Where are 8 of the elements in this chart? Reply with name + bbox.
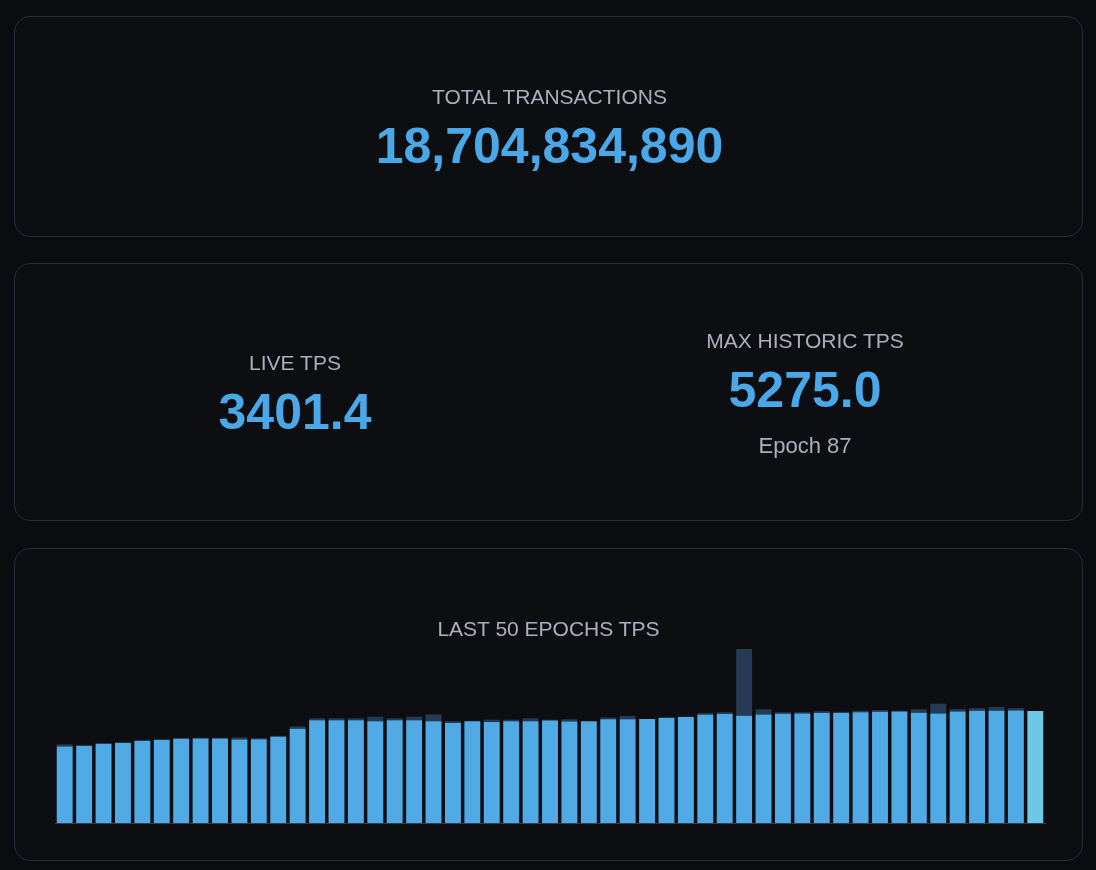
text: 5275.0 [727, 361, 883, 419]
chart-title: LAST 50 EPOCHS TPS [436, 617, 661, 641]
text: TOTAL TRANSACTIONS [431, 85, 668, 109]
text: 18,704,834,890 [374, 117, 725, 175]
text: MAX HISTORIC TPS [705, 329, 905, 353]
text: Epoch 87 [757, 433, 853, 459]
text: 3401.4 [217, 383, 373, 441]
text: LIVE TPS [248, 351, 342, 375]
